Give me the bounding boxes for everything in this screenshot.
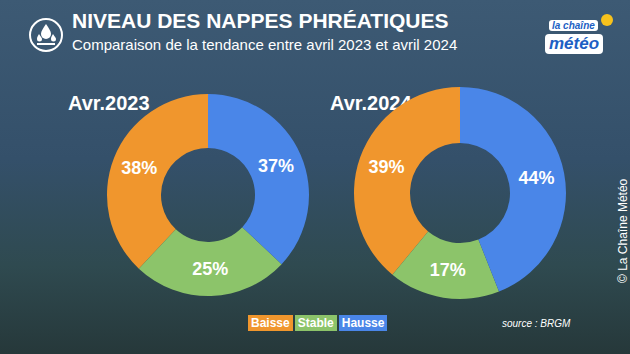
html-text:Comparaison de la tendance ent: Comparaison de la tendance entre avril 2… <box>72 36 458 53</box>
svg-text:25%: 25% <box>192 259 228 279</box>
html-text:© La Chaîne Météo: © La Chaîne Météo <box>616 178 630 283</box>
svg-text:37%: 37% <box>258 156 294 176</box>
html-text:NIVEAU DES NAPPES PHRÉATIQUES: NIVEAU DES NAPPES PHRÉATIQUES <box>72 9 449 32</box>
html-text:Stable: Stable <box>297 316 334 330</box>
svg-text:44%: 44% <box>519 168 555 188</box>
svg-text:39%: 39% <box>369 157 405 177</box>
html-text:source : BRGM: source : BRGM <box>502 318 571 329</box>
html-text:Avr.2023: Avr.2023 <box>68 92 150 114</box>
html-text:Baisse: Baisse <box>251 316 290 330</box>
html-text:la chaîne: la chaîne <box>552 20 595 31</box>
svg-text:17%: 17% <box>430 260 466 280</box>
html-text:Avr.2024: Avr.2024 <box>330 92 412 114</box>
html-text:météo: météo <box>549 34 600 53</box>
html-text:Hausse: Hausse <box>341 316 385 330</box>
svg-text:38%: 38% <box>121 158 157 178</box>
